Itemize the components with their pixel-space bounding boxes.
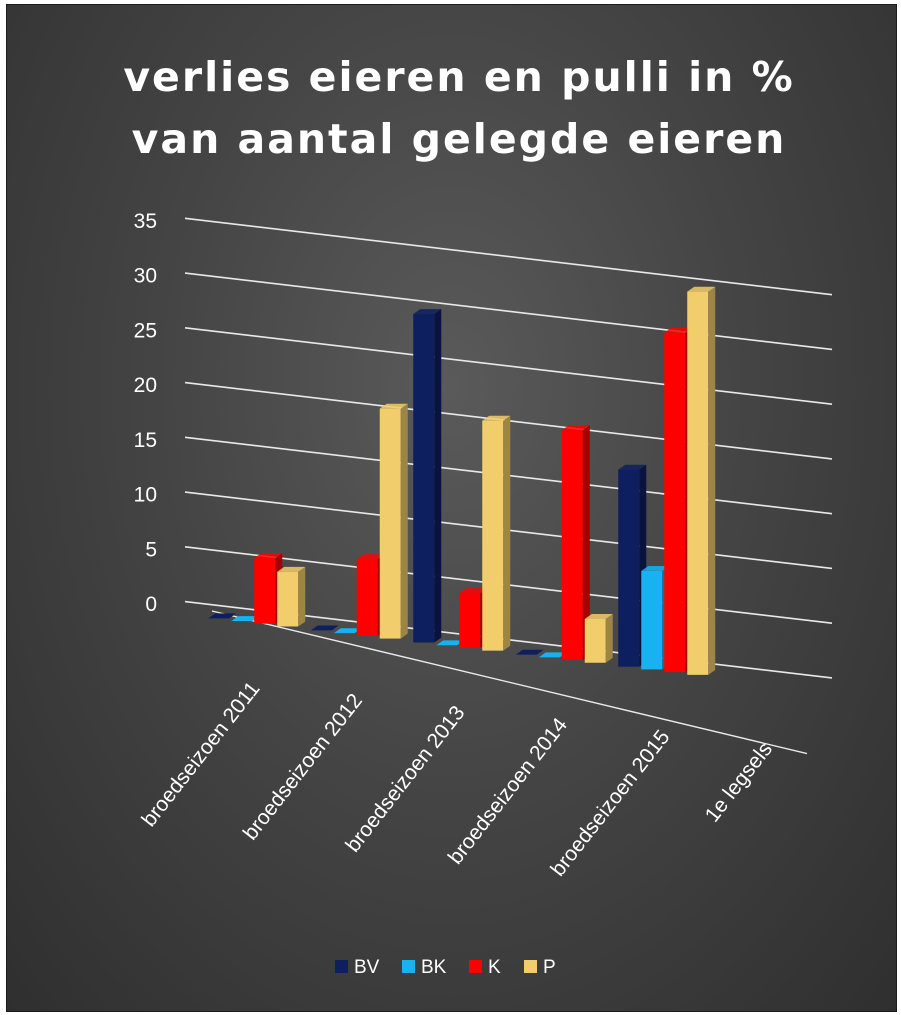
bar-flat — [231, 616, 260, 622]
bar-side — [708, 286, 716, 675]
x-category-label: broedseizoen 2014 — [444, 713, 572, 868]
x-category-label: broedseizoen 2012 — [239, 690, 367, 845]
bar-flat — [208, 613, 237, 619]
bar-front — [664, 332, 686, 673]
bar-top — [664, 327, 693, 333]
y-tick-label: 15 — [134, 429, 157, 452]
x-category-label: 1e legsels — [701, 738, 777, 827]
y-tick-label: 30 — [134, 265, 157, 288]
y-tick-label: 20 — [134, 374, 157, 397]
chart-title-line-1: verlies eieren en pulli in % — [123, 53, 794, 101]
bar-front — [641, 570, 663, 670]
bar-top — [482, 415, 511, 421]
bar-top — [561, 425, 590, 431]
y-tick-label: 10 — [134, 484, 157, 507]
bar-top — [459, 588, 488, 594]
bar-flat — [310, 625, 339, 631]
legend-swatch — [524, 960, 537, 973]
bar-top — [254, 553, 283, 559]
bar-front — [482, 420, 504, 651]
bar-side — [400, 403, 408, 639]
bar-side — [605, 614, 613, 663]
gridline — [184, 217, 833, 296]
legend-swatch — [402, 960, 415, 973]
bar-top — [413, 309, 442, 315]
y-tick-label: 25 — [134, 319, 157, 342]
bar-top — [687, 286, 716, 292]
legend-label: K — [488, 957, 501, 978]
y-tick-label: 5 — [145, 538, 157, 561]
bar-front — [687, 291, 709, 675]
chart-frame: verlies eieren en pulli in % van aantal … — [6, 4, 897, 1012]
bar-top — [379, 403, 408, 409]
bar-top — [618, 464, 647, 470]
legend-swatch — [469, 960, 482, 973]
bar-top — [641, 565, 670, 571]
legend-label: BK — [421, 957, 447, 978]
x-category-label: broedseizoen 2013 — [341, 702, 469, 857]
legend-label: BV — [354, 957, 380, 978]
bar-flat — [538, 652, 567, 658]
gridline — [184, 327, 833, 405]
x-category-label: broedseizoen 2015 — [546, 726, 674, 881]
bar-flat — [436, 640, 465, 646]
bar-top — [277, 566, 306, 572]
bar-flat — [333, 628, 362, 634]
gridline — [184, 272, 833, 351]
legend-swatch — [335, 960, 348, 973]
bar-front — [459, 593, 481, 648]
floor-edge — [211, 610, 808, 755]
chart-svg: verlies eieren en pulli in % van aantal … — [123, 53, 833, 978]
bar-front — [413, 314, 435, 643]
bar-front — [561, 430, 583, 661]
legend-label: P — [543, 957, 556, 978]
bar-side — [503, 415, 511, 651]
bar-top — [584, 614, 613, 619]
y-tick-label: 0 — [145, 593, 157, 616]
bar-front — [356, 559, 378, 636]
bar-front — [379, 408, 401, 639]
bar-side — [298, 566, 306, 627]
bars — [208, 286, 716, 675]
y-axis-ticks: 0 5 10 15 20 25 30 35 — [134, 210, 157, 616]
bar-front — [584, 618, 606, 663]
x-category-label: broedseizoen 2011 — [137, 677, 264, 831]
legend: BV BK K P — [335, 957, 556, 978]
bar-front — [618, 469, 640, 667]
bar-top — [356, 554, 385, 560]
bar-front — [254, 558, 276, 624]
bar-side — [582, 425, 590, 661]
chart-title-line-2: van aantal gelegde eieren — [132, 115, 787, 163]
bar-side — [434, 309, 442, 643]
y-tick-label: 35 — [134, 210, 157, 233]
bar-front — [277, 571, 299, 627]
bar-flat — [515, 649, 544, 655]
